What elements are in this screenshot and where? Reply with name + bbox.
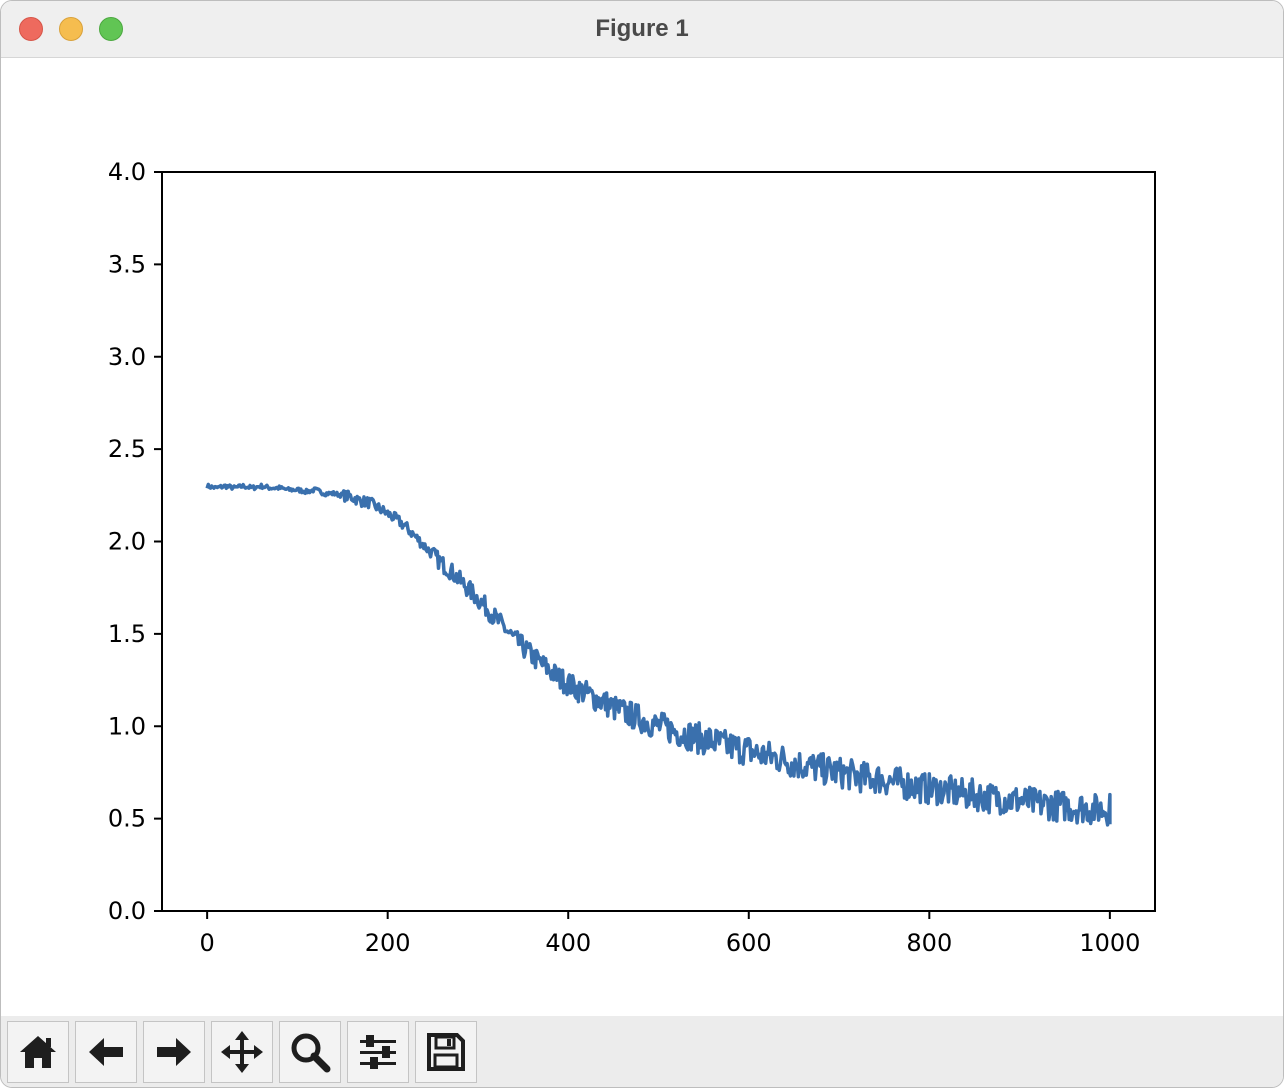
maximize-window-button[interactable] <box>99 17 123 41</box>
save-floppy-icon <box>427 1033 465 1071</box>
home-icon <box>20 1036 56 1068</box>
configure-subplots-icon <box>360 1035 396 1069</box>
zoom-magnifier-icon <box>291 1033 331 1073</box>
x-tick-label-0: 0 <box>199 929 214 957</box>
y-tick-label-2.5: 2.5 <box>108 435 146 463</box>
back-arrow-icon <box>89 1038 123 1066</box>
configure-subplots-button[interactable] <box>347 1021 409 1083</box>
figure-canvas[interactable]: 0 200 400 600 800 1000 0.0 0.5 1.0 1.5 2.0 2.5 3.0 3.… <box>1 58 1283 1016</box>
x-tick-label-400: 400 <box>545 929 591 957</box>
forward-arrow-icon <box>157 1038 191 1066</box>
y-tick-label-4: 4.0 <box>108 158 146 186</box>
y-tick-label-1: 1.0 <box>108 712 146 740</box>
x-tick-label-600: 600 <box>726 929 772 957</box>
y-tick-label-3.5: 3.5 <box>108 250 146 278</box>
x-tick-label-800: 800 <box>906 929 952 957</box>
line-chart: 0 200 400 600 800 1000 0.0 0.5 1.0 1.5 2.0 2.5 3.0 3.… <box>108 158 1156 957</box>
close-window-button[interactable] <box>19 17 43 41</box>
zoom-button[interactable] <box>279 1021 341 1083</box>
title-bar: Figure 1 <box>1 1 1283 58</box>
forward-button[interactable] <box>143 1021 205 1083</box>
x-tick-label-1000: 1000 <box>1079 929 1140 957</box>
back-button[interactable] <box>75 1021 137 1083</box>
minimize-window-button[interactable] <box>59 17 83 41</box>
y-tick-label-0: 0.0 <box>108 897 146 925</box>
navigation-toolbar <box>1 1016 1283 1087</box>
y-tick-label-3: 3.0 <box>108 343 146 371</box>
save-button[interactable] <box>415 1021 477 1083</box>
pan-move-icon <box>221 1031 263 1073</box>
series-line-0 <box>205 482 1112 827</box>
window-title: Figure 1 <box>595 15 689 42</box>
pan-button[interactable] <box>211 1021 273 1083</box>
y-tick-label-0.5: 0.5 <box>108 805 146 833</box>
y-tick-label-2: 2.0 <box>108 528 146 556</box>
y-tick-label-1.5: 1.5 <box>108 620 146 648</box>
x-tick-label-200: 200 <box>365 929 411 957</box>
home-button[interactable] <box>7 1021 69 1083</box>
